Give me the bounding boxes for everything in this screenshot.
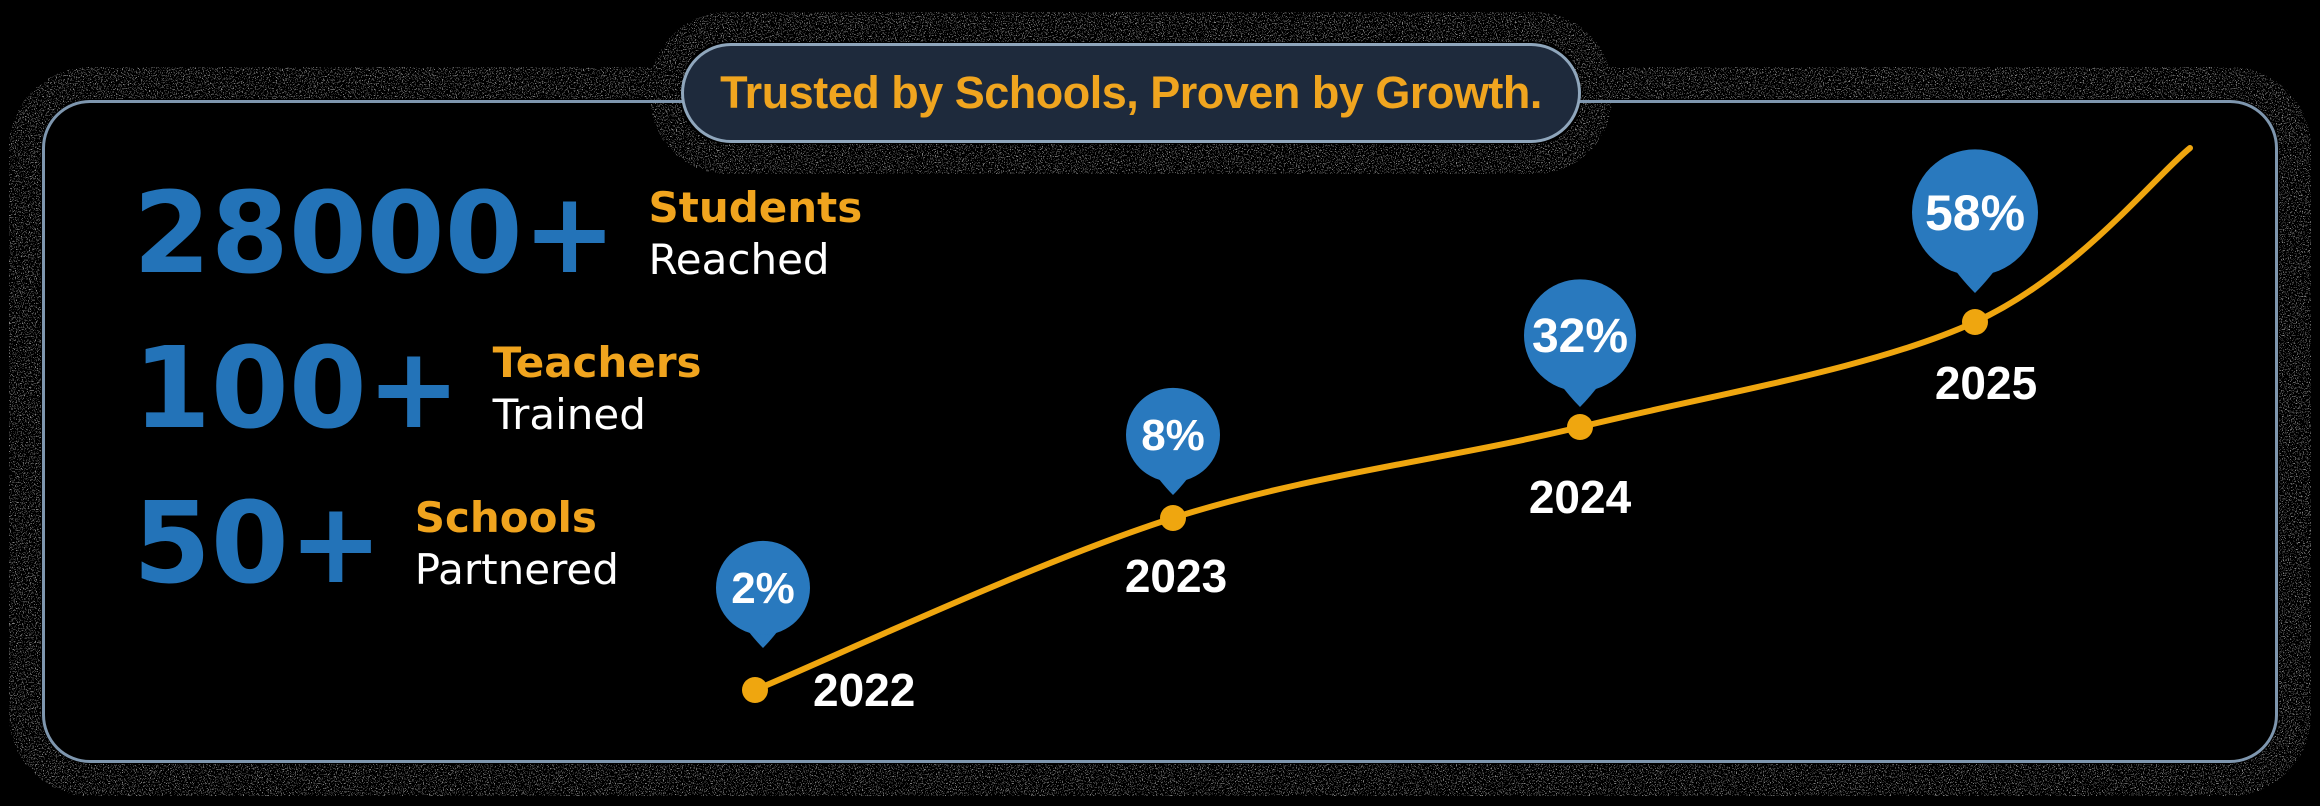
pin-percent-label-2025: 58%	[1925, 185, 2025, 241]
year-label-2025: 2025	[1935, 357, 2037, 409]
stat-row-schools: 50+ Schools Partnered	[133, 488, 862, 600]
stat-sublabel-trained: Trained	[492, 390, 646, 439]
data-point-dot-2022	[742, 677, 768, 703]
pin-percent-label-2023: 8%	[1141, 411, 1205, 460]
stat-value-schools: 50+	[133, 479, 383, 609]
stat-row-teachers: 100+ Teachers Trained	[133, 333, 862, 445]
data-point-dot-2023	[1160, 505, 1186, 531]
stat-sublabel-reached: Reached	[648, 235, 830, 284]
banner-title: Trusted by Schools, Proven by Growth.	[720, 67, 1542, 118]
stats-column: 28000+ Students Reached 100+ Teachers Tr…	[133, 178, 862, 600]
year-label-2023: 2023	[1125, 550, 1227, 602]
year-label-2024: 2024	[1529, 471, 1632, 523]
data-point-dot-2024	[1567, 414, 1593, 440]
year-label-2022: 2022	[813, 664, 915, 716]
stat-row-students: 28000+ Students Reached	[133, 178, 862, 290]
stat-sublabel-partnered: Partnered	[414, 545, 619, 594]
title-banner: Trusted by Schools, Proven by Growth.	[681, 43, 1581, 143]
stat-label-students: Students	[648, 182, 863, 232]
stat-label-teachers: Teachers	[492, 337, 702, 387]
data-point-dot-2025	[1962, 309, 1988, 335]
stat-label-schools: Schools	[414, 492, 597, 542]
stat-value-teachers: 100+	[133, 324, 461, 454]
pin-percent-label-2024: 32%	[1532, 310, 1628, 363]
stat-value-students: 28000+	[133, 169, 617, 299]
